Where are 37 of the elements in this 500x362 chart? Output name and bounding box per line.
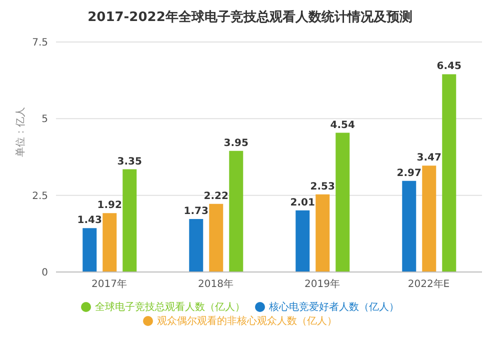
data-label: 1.43 [77, 215, 102, 226]
bar [296, 210, 310, 272]
x-tick-label: 2019年 [304, 278, 340, 290]
data-label: 3.47 [416, 152, 442, 164]
data-label: 2.53 [310, 181, 335, 192]
data-label: 2.01 [290, 197, 315, 208]
chart-title: 2017-2022年全球电子竞技总观看人数统计情况及预测 [86, 8, 414, 26]
data-label: 4.54 [330, 120, 355, 131]
x-tick-label: 2018年 [198, 278, 234, 290]
x-tick-label: 2017年 [92, 278, 127, 290]
bar [336, 132, 350, 272]
data-label: 1.73 [184, 206, 208, 217]
legend-label: 观众偶尔观看的非核心观众人数（亿人） [157, 316, 337, 327]
data-label: 6.45 [436, 61, 462, 72]
bar [189, 218, 204, 272]
bar [316, 194, 330, 272]
y-tick-label: 5 [42, 114, 48, 126]
bar [402, 180, 416, 272]
x-tick-label: 2022年E [408, 278, 450, 290]
y-tick-label: 2.5 [32, 190, 48, 202]
bar [82, 228, 97, 272]
data-label: 3.95 [224, 138, 248, 149]
bar [102, 213, 117, 272]
bar [229, 150, 244, 272]
data-label: 1.92 [97, 200, 122, 212]
data-label: 2.22 [204, 190, 228, 202]
legend-label: 全球电子竞技总观看人数（亿人） [95, 302, 245, 313]
bar [122, 169, 137, 272]
bar [442, 74, 456, 272]
data-label: 3.35 [117, 156, 142, 168]
bar [209, 204, 224, 272]
y-tick-label: 7.5 [32, 38, 48, 49]
bar [422, 166, 436, 272]
legend-label: 核心电竞爱好者人数（亿人） [269, 302, 399, 313]
data-label: 2.97 [396, 168, 422, 179]
y-tick-label: 0 [42, 268, 48, 279]
y-axis-title: 单位：亿人 [14, 107, 27, 157]
